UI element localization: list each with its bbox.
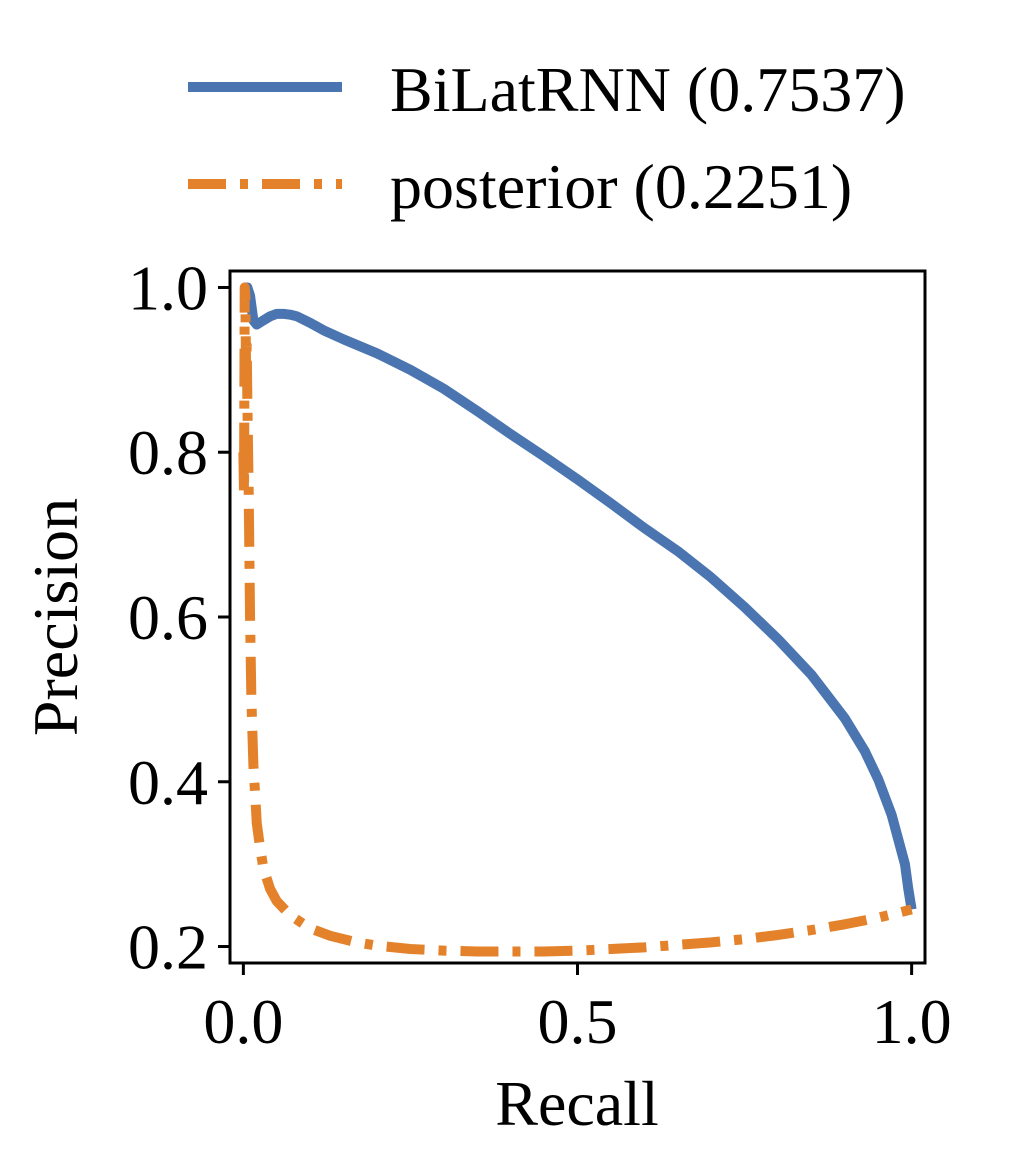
- series-line-bilatrnn: [240, 282, 917, 911]
- x-tick-label: 1.0: [872, 986, 952, 1057]
- y-axis-label: Precision: [20, 498, 91, 736]
- series-line-posterior: [238, 282, 913, 957]
- y-tick-label: 0.6: [128, 582, 208, 653]
- y-tick-label: 0.8: [128, 417, 208, 488]
- x-tick-label: 0.0: [203, 986, 283, 1057]
- y-tick-label: 0.2: [128, 912, 208, 983]
- legend: BiLatRNN (0.7537) posterior (0.2251): [188, 54, 906, 222]
- x-tick-label: 0.5: [538, 986, 618, 1057]
- legend-label-bilatrnn: BiLatRNN (0.7537): [390, 54, 906, 125]
- tick-layer: 0.0 0.5 1.0 0.2 0.4 0.6 0.8 1.0: [128, 252, 952, 1057]
- plot-frame: [228, 269, 927, 965]
- x-axis-label: Recall: [495, 1068, 658, 1139]
- y-tick-label: 0.4: [128, 747, 208, 818]
- y-tick-label: 1.0: [128, 252, 208, 323]
- series-layer: [238, 282, 917, 957]
- legend-label-posterior: posterior (0.2251): [390, 151, 852, 222]
